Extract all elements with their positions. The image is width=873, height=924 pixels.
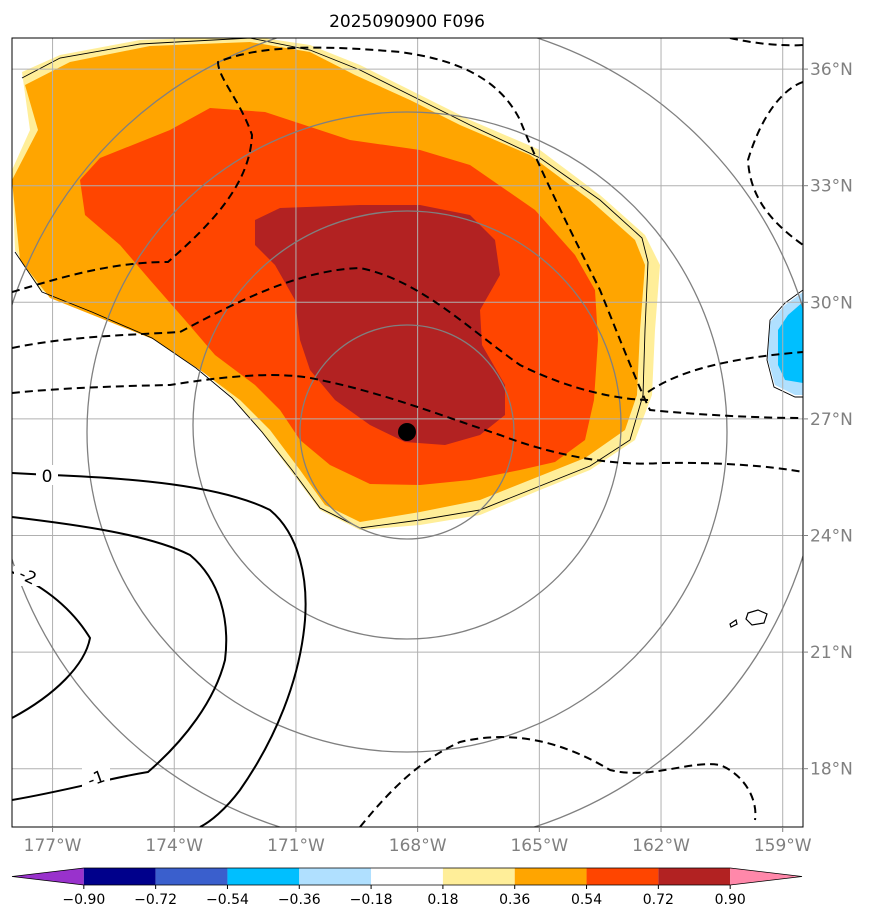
dashed-contour-2 xyxy=(12,266,651,401)
colorbar-tick-label: 0.90 xyxy=(715,892,746,908)
island-outline-2 xyxy=(729,619,738,628)
colorbar-segment xyxy=(658,868,731,885)
contour-label-minus-one: -1 xyxy=(85,767,108,792)
longitude-tick-label: 159°W xyxy=(754,836,812,856)
solid-contour-0 xyxy=(12,472,307,827)
colorbar-tick-labels: −0.90 −0.72 −0.54 −0.36 −0.18 0.18 0.36 0.54 0.7… xyxy=(62,885,746,908)
latitude-tick-label: 30°N xyxy=(810,293,853,313)
colorbar-tick-label: 0.54 xyxy=(571,892,602,908)
range-rings xyxy=(12,38,803,827)
latitude-tick-labels: 36°N 33°N 30°N 27°N 24°N 21°N 18°N xyxy=(803,60,853,780)
colorbar-tick-label: 0.72 xyxy=(643,892,674,908)
longitude-tick-label: 162°W xyxy=(632,836,690,856)
colorbar-tick-label: 0.18 xyxy=(427,892,458,908)
latitude-tick-label: 24°N xyxy=(810,526,853,546)
colorbar-tick-label: −0.18 xyxy=(350,892,393,908)
colorbar xyxy=(11,867,803,886)
negative-outline xyxy=(766,289,803,398)
latitude-tick-label: 36°N xyxy=(810,60,853,80)
dashed-contour-4 xyxy=(647,351,803,393)
colorbar-tick-label: −0.36 xyxy=(278,892,321,908)
longitude-tick-label: 174°W xyxy=(145,836,203,856)
dashed-contour-7 xyxy=(359,736,757,827)
colorbar-tick-label: −0.54 xyxy=(206,892,249,908)
colorbar-segment xyxy=(299,868,372,885)
latitude-tick-label: 33°N xyxy=(810,177,853,197)
storm-center-marker xyxy=(398,423,416,441)
colorbar-segment xyxy=(155,868,228,885)
longitude-tick-labels: 177°W 174°W 171°W 168°W 165°W 162°W 159°W xyxy=(24,827,812,856)
colorbar-segment xyxy=(371,868,443,885)
colorbar-segment xyxy=(227,868,300,885)
contour-label-minus-two: -2 xyxy=(16,564,40,589)
fill-level-0-72 xyxy=(255,205,505,445)
map-frame xyxy=(11,37,804,828)
fill-negative-0-36 xyxy=(778,302,803,383)
latitude-tick-label: 27°N xyxy=(810,410,853,430)
colorbar-segment xyxy=(83,868,156,885)
solid-contour-1 xyxy=(12,516,228,801)
colorbar-segment xyxy=(730,868,802,885)
colorbar-tick-label: −0.90 xyxy=(62,892,105,908)
graticule xyxy=(12,38,803,827)
dashed-contour-3 xyxy=(12,374,803,473)
range-ring-1 xyxy=(299,324,515,540)
range-ring-2 xyxy=(192,210,622,640)
longitude-tick-label: 168°W xyxy=(389,836,447,856)
colorbar-tick-label: 0.36 xyxy=(499,892,530,908)
latitude-tick-label: 18°N xyxy=(810,760,853,780)
map-panel: 0 -2 -1 xyxy=(12,38,803,827)
range-ring-3 xyxy=(86,111,728,753)
longitude-tick-label: 165°W xyxy=(510,836,568,856)
island-outline-1 xyxy=(745,609,768,626)
colorbar-segment xyxy=(442,868,515,885)
colorbar-segment xyxy=(514,868,587,885)
colorbar-tick-label: −0.72 xyxy=(134,892,177,908)
map-title: 2025090900 F096 xyxy=(329,12,485,32)
longitude-tick-label: 171°W xyxy=(267,836,325,856)
colorbar-segment xyxy=(12,868,84,885)
dashed-contour-6 xyxy=(746,81,803,246)
contour-label-zero: 0 xyxy=(42,467,53,487)
latitude-tick-label: 21°N xyxy=(810,643,853,663)
dashed-contours xyxy=(12,38,803,827)
longitude-tick-label: 177°W xyxy=(24,836,82,856)
dashed-contour-5 xyxy=(729,38,803,47)
colorbar-segment xyxy=(586,868,659,885)
anomaly-outline xyxy=(14,38,649,529)
